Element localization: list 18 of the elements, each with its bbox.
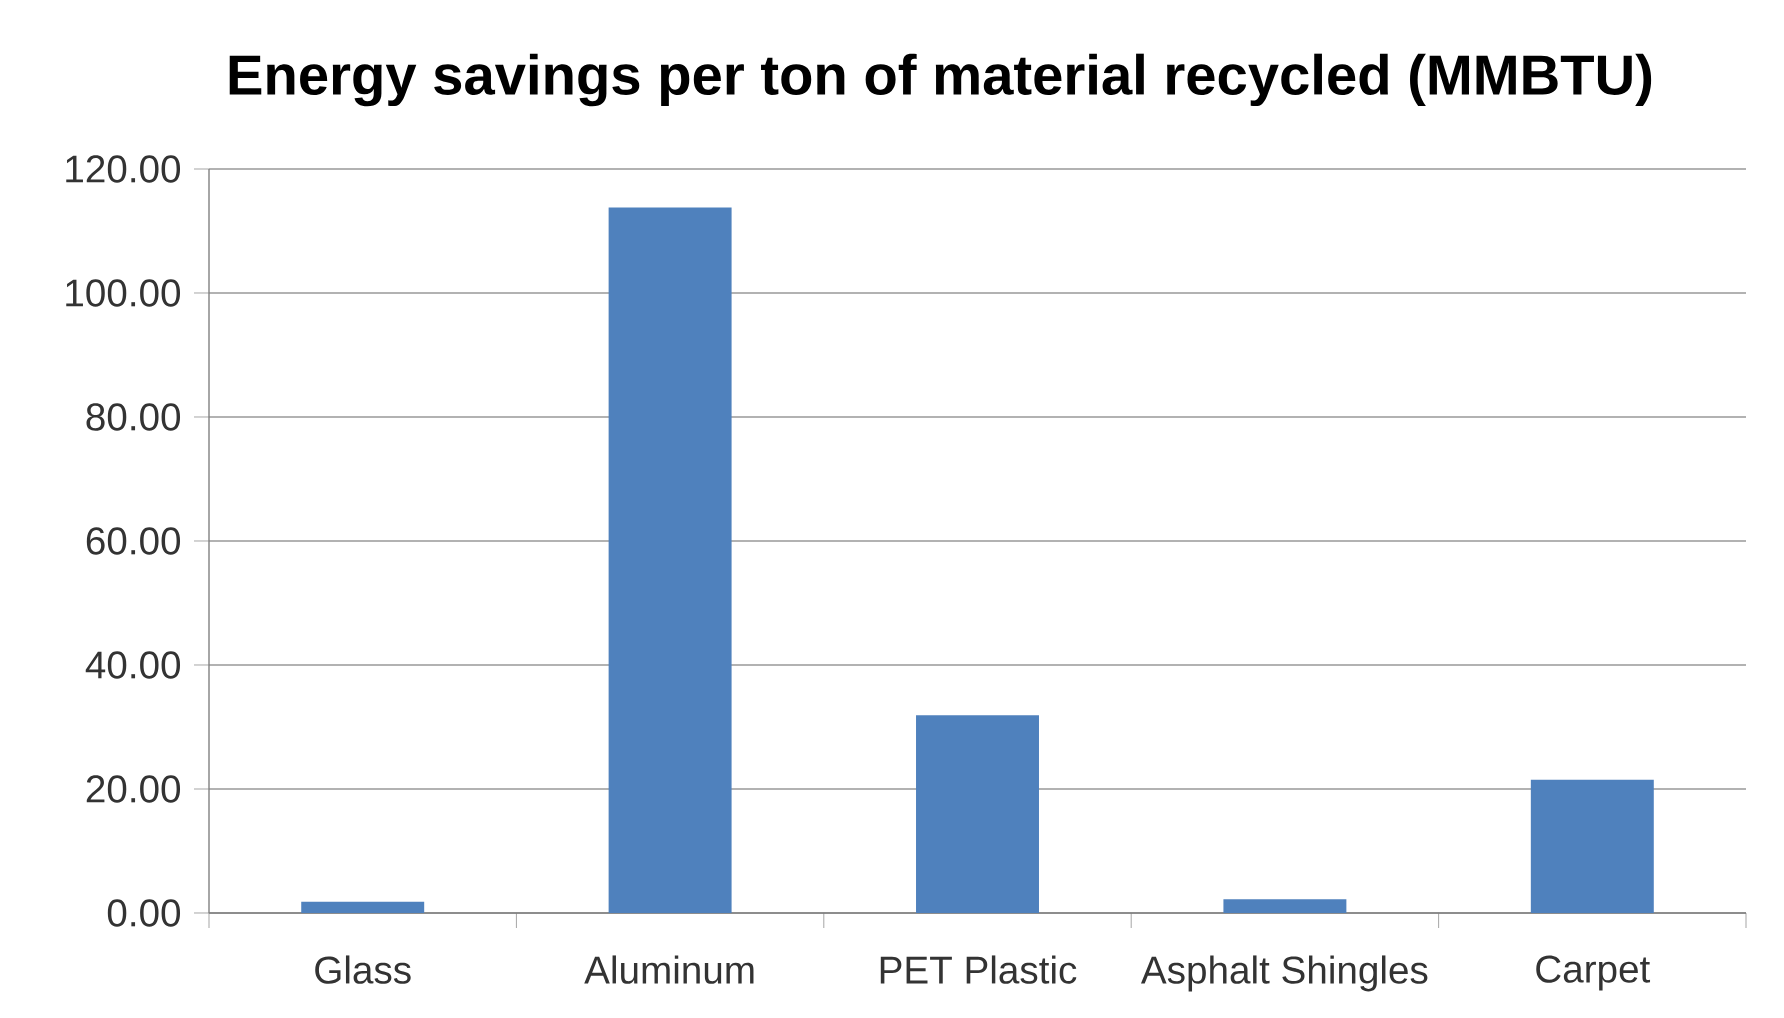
bar [916, 715, 1039, 913]
x-tick-label: PET Plastic [880, 955, 1077, 984]
bar [1530, 779, 1654, 913]
x-tick-label: Glass [315, 955, 411, 984]
chart-title: Energy savings per ton of material recycled (MMBTU) [229, 53, 1652, 107]
y-tick-label: 120.00 [66, 155, 181, 183]
x-tick-label: Asphalt Shingles [1140, 955, 1428, 992]
y-tick-label: 60.00 [86, 527, 181, 555]
bar [1223, 899, 1347, 913]
y-tick-label: 40.00 [85, 651, 181, 679]
y-tick-label: 20.00 [86, 775, 181, 803]
x-tick-label: Carpet [1536, 955, 1651, 991]
y-tick-label: 80.00 [86, 403, 181, 431]
bar [608, 207, 732, 913]
y-tick-label: 100.00 [66, 279, 181, 307]
y-tick-label: 0.00 [107, 899, 181, 927]
bar [301, 901, 425, 913]
x-tick-label: Aluminum [584, 955, 754, 984]
